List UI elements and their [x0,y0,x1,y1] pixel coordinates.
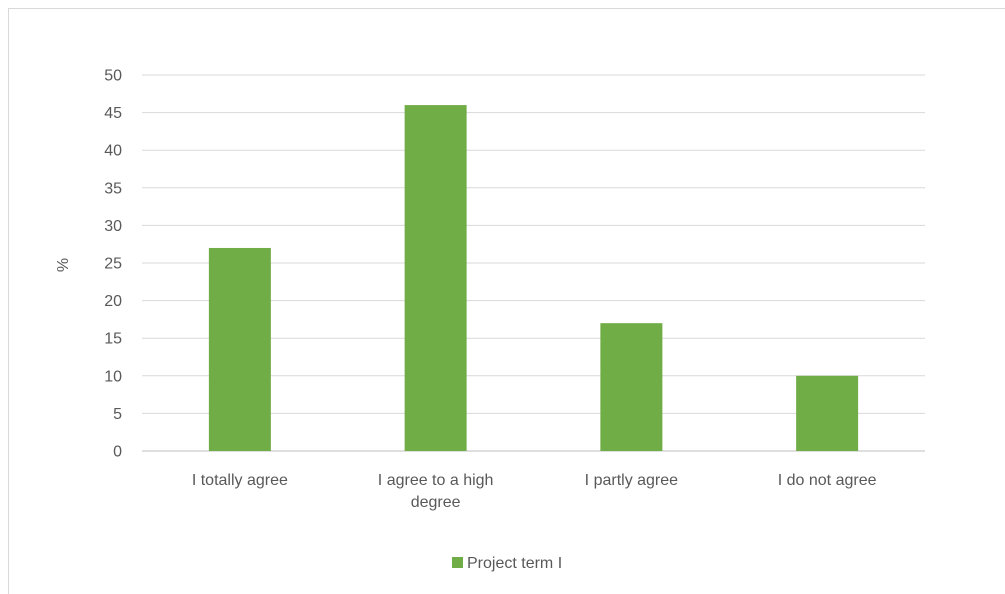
y-tick-label: 25 [104,256,122,273]
x-category-label: degree [411,494,461,511]
x-category-label: I partly agree [585,472,678,489]
y-tick-label: 35 [104,180,122,197]
y-tick-label: 10 [104,368,122,385]
bars [208,105,859,451]
legend-label: Project term I [467,555,562,572]
y-tick-label: 20 [104,293,122,310]
y-tick-label: 40 [104,143,122,160]
bar [796,375,859,451]
legend: Project term I [452,555,562,572]
y-tick-label: 50 [104,68,122,85]
gridlines [142,74,925,452]
bar [600,323,663,451]
y-tick-label: 5 [113,406,122,423]
y-axis-tick-labels: 0 5 10 15 20 25 30 35 40 45 50 [104,68,122,461]
legend-swatch [452,557,463,568]
x-category-label: I totally agree [192,472,288,489]
chart-frame [8,8,1005,594]
y-tick-label: 45 [104,105,122,122]
y-axis-title: % [55,258,72,272]
y-tick-label: 30 [104,218,122,235]
bar [208,247,271,451]
x-axis-category-labels: I totally agree I agree to a high degree I … [192,472,877,511]
y-tick-label: 0 [113,444,122,461]
y-tick-label: 15 [104,331,122,348]
bar [404,105,467,451]
x-category-label: I agree to a high [378,472,494,489]
x-category-label: I do not agree [778,472,877,489]
